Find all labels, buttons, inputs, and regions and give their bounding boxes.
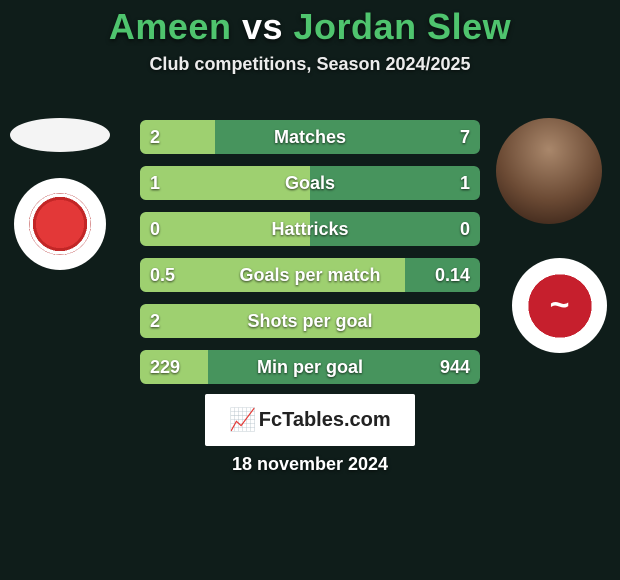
crest-icon bbox=[29, 193, 91, 255]
crest-icon bbox=[528, 274, 592, 338]
club-crest-player1 bbox=[14, 178, 106, 270]
stat-row: Min per goal229 944 bbox=[140, 350, 480, 384]
stat-value-left: 2 bbox=[150, 304, 160, 338]
stat-bars: Matches27Goals11Hattricks00Goals per mat… bbox=[140, 120, 480, 396]
page-title: Ameen vs Jordan Slew bbox=[0, 0, 620, 48]
subtitle: Club competitions, Season 2024/2025 bbox=[0, 54, 620, 75]
stat-value-left: 0 bbox=[150, 212, 160, 246]
stat-row: Matches2 7 bbox=[140, 120, 480, 154]
chart-icon: 📈 bbox=[229, 407, 252, 433]
stat-value-right: 0 bbox=[460, 212, 470, 246]
club-crest-player2 bbox=[512, 258, 607, 353]
stat-label: Hattricks bbox=[140, 212, 480, 246]
avatar-player1 bbox=[10, 118, 110, 152]
stat-row: Goals1 1 bbox=[140, 166, 480, 200]
stat-value-left: 229 bbox=[150, 350, 180, 384]
stat-value-right: 944 bbox=[440, 350, 470, 384]
date-stamp: 18 november 2024 bbox=[0, 454, 620, 475]
title-player2: Jordan Slew bbox=[294, 6, 512, 47]
footer-logo: 📈 FcTables.com bbox=[205, 394, 415, 446]
stat-row: Goals per match0.5 0.14 bbox=[140, 258, 480, 292]
stat-row: Hattricks0 0 bbox=[140, 212, 480, 246]
stat-value-left: 1 bbox=[150, 166, 160, 200]
stat-label: Shots per goal bbox=[140, 304, 480, 338]
footer-logo-text: FcTables.com bbox=[259, 409, 391, 432]
stat-label: Goals bbox=[140, 166, 480, 200]
stat-label: Goals per match bbox=[140, 258, 480, 292]
stat-label: Min per goal bbox=[140, 350, 480, 384]
stat-value-right: 1 bbox=[460, 166, 470, 200]
stat-value-right: 0.14 bbox=[435, 258, 470, 292]
stat-value-right: 7 bbox=[460, 120, 470, 154]
stat-row: Shots per goal2 bbox=[140, 304, 480, 338]
stat-value-left: 2 bbox=[150, 120, 160, 154]
stat-value-left: 0.5 bbox=[150, 258, 175, 292]
title-player1: Ameen bbox=[109, 6, 232, 47]
title-vs: vs bbox=[242, 6, 283, 47]
stat-label: Matches bbox=[140, 120, 480, 154]
avatar-player2 bbox=[496, 118, 602, 224]
